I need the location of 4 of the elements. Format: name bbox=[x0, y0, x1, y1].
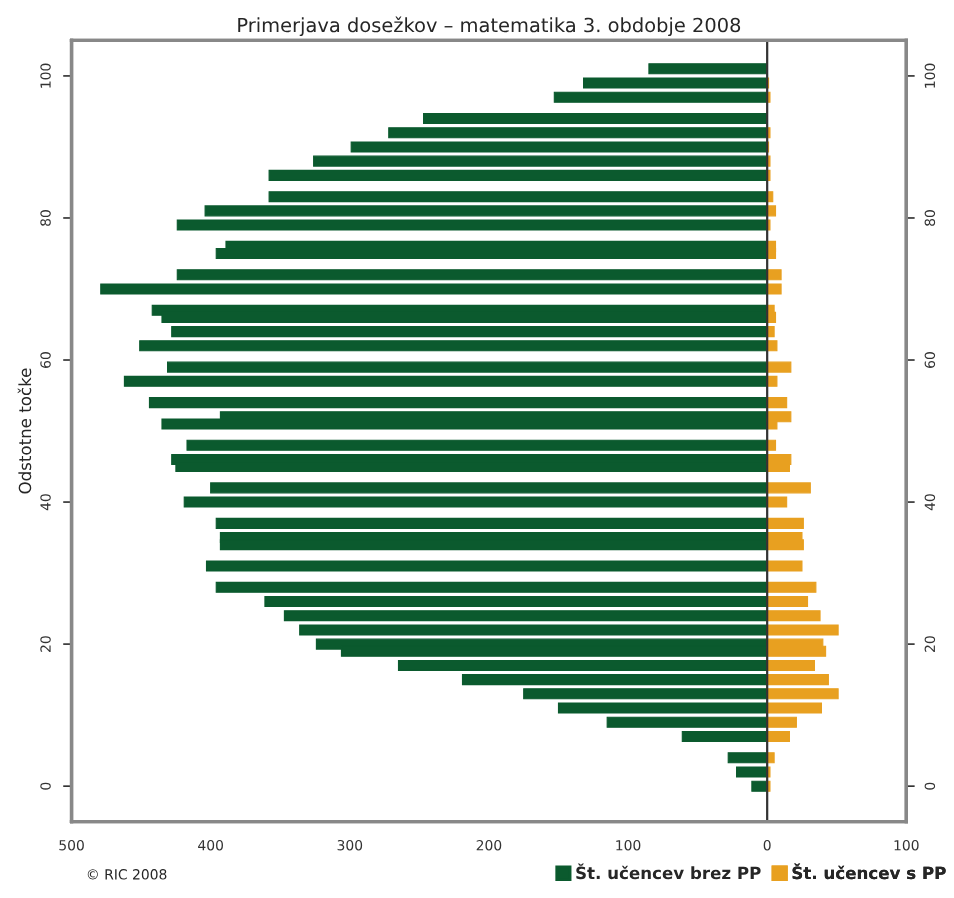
y-axis-title: Odstotne točke bbox=[17, 368, 32, 494]
legend-label: Št. učencev s PP bbox=[792, 863, 946, 880]
chart-title: Primerjava dosežkov – matematika 3. obdobje 2008 bbox=[238, 16, 741, 37]
legend-label: Št. učencev brez PP bbox=[576, 863, 761, 880]
